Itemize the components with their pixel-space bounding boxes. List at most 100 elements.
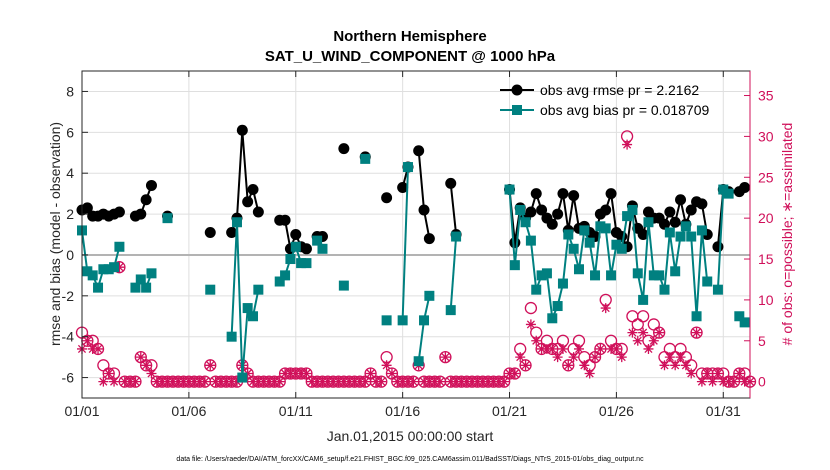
- obs-assimilated-marker: [451, 376, 462, 387]
- obs-assimilated-marker: [670, 360, 681, 371]
- obs-assimilated-marker: [445, 376, 456, 387]
- axis-ticks: 01/01 01/06 01/11 01/16 01/21 01/26 01/31 -6 -4 -…: [62, 71, 774, 419]
- y-right-tick-label: 5: [758, 333, 766, 349]
- bias-point: [579, 225, 590, 236]
- obs-assimilated-marker: [429, 376, 440, 387]
- bias-point: [402, 162, 413, 173]
- obs-assimilated-marker: [488, 376, 499, 387]
- obs-assimilated-marker: [440, 352, 451, 363]
- x-axis-label: Jan.01,2015 00:00:00 start: [327, 428, 494, 444]
- series-layer: [76, 124, 751, 383]
- rmse-point: [140, 194, 152, 206]
- bias-line-segment: [449, 236, 458, 311]
- obs-assimilated-marker: [189, 376, 200, 387]
- obs-assimilated-marker: [317, 376, 328, 387]
- obs-assimilated-marker: [648, 335, 659, 346]
- rmse-point: [247, 184, 259, 196]
- bias-point: [723, 188, 734, 199]
- rmse-point: [530, 188, 542, 200]
- bias-point: [718, 184, 729, 195]
- obs-assimilated-marker: [242, 368, 253, 379]
- rmse-point: [242, 196, 254, 208]
- bias-point: [445, 305, 456, 316]
- bias-line-segment: [401, 167, 409, 321]
- bias-point: [600, 223, 611, 234]
- rmse-point: [300, 243, 312, 255]
- obs-assimilated-marker: [547, 343, 558, 354]
- obs-assimilated-marker: [557, 343, 568, 354]
- y-right-tick-label: 35: [758, 88, 774, 104]
- obs-assimilated-marker: [595, 343, 606, 354]
- rmse-point: [290, 229, 302, 240]
- obs-assimilated-marker: [392, 376, 403, 387]
- bias-point: [109, 262, 120, 273]
- obs-assimilated-marker: [472, 376, 483, 387]
- x-tick-label: 01/11: [279, 403, 313, 419]
- rmse-point: [113, 206, 125, 218]
- obs-assimilated-marker: [499, 376, 510, 387]
- y-tick-label: 8: [66, 83, 74, 99]
- legend-rmse-marker: [511, 84, 523, 96]
- rmse-point: [685, 204, 697, 216]
- obs-assimilated-marker: [333, 376, 344, 387]
- obs-assimilated-marker: [119, 376, 130, 387]
- obs-assimilated-marker: [274, 376, 285, 387]
- obs-assimilated-marker: [616, 352, 627, 363]
- obs-assimilated-marker: [82, 335, 93, 346]
- rmse-point: [658, 218, 670, 230]
- obs-possible-marker: [733, 367, 746, 380]
- bias-point: [541, 268, 552, 279]
- obs-possible-marker: [653, 326, 666, 339]
- obs-assimilated-marker: [349, 376, 360, 387]
- obs-assimilated-marker: [696, 376, 707, 387]
- bias-point: [397, 315, 408, 326]
- bias-point: [627, 204, 638, 215]
- obs-assimilated-marker: [456, 376, 467, 387]
- rmse-point: [381, 192, 393, 204]
- rmse-point: [536, 204, 548, 216]
- rmse-point: [418, 204, 430, 216]
- obs-assimilated-marker: [87, 343, 98, 354]
- obs-assimilated-marker: [167, 376, 178, 387]
- bias-point: [702, 276, 713, 287]
- bias-point: [130, 282, 141, 293]
- y-tick-label: -2: [62, 288, 75, 304]
- rmse-point: [423, 233, 435, 245]
- obs-assimilated-marker: [215, 376, 226, 387]
- rmse-point: [712, 241, 724, 253]
- bias-point: [622, 211, 633, 222]
- bias-point: [87, 270, 98, 281]
- bias-point: [531, 284, 542, 295]
- bias-point: [290, 241, 301, 252]
- obs-assimilated-marker: [231, 376, 242, 387]
- bias-point: [141, 282, 152, 293]
- obs-assimilated-marker: [135, 352, 146, 363]
- obs-assimilated-marker: [210, 376, 221, 387]
- obs-possible-marker: [102, 367, 115, 380]
- rmse-point: [204, 226, 216, 238]
- obs-assimilated-marker: [306, 376, 317, 387]
- y-right-tick-label: 0: [758, 374, 766, 390]
- obs-assimilated-marker: [606, 343, 617, 354]
- obs-possible-marker: [690, 326, 703, 339]
- rmse-point: [552, 208, 564, 220]
- bias-point: [82, 266, 93, 277]
- obs-assimilated-marker: [93, 343, 104, 354]
- rmse-point: [568, 190, 580, 202]
- obs-assimilated-marker: [338, 376, 349, 387]
- obs-assimilated-marker: [573, 343, 584, 354]
- bias-point: [296, 258, 307, 269]
- bias-point: [381, 315, 392, 326]
- x-tick-label: 01/31: [706, 403, 741, 419]
- y-right-tick-label: 10: [758, 292, 774, 308]
- bias-point: [632, 268, 643, 279]
- bias-point: [557, 278, 568, 289]
- obs-assimilated-marker: [723, 376, 734, 387]
- rmse-point: [413, 145, 425, 157]
- bias-point: [146, 268, 157, 279]
- y-tick-label: 4: [66, 165, 74, 181]
- legend: obs avg rmse pr = 2.2162 obs avg bias pr…: [500, 82, 710, 118]
- bias-point: [670, 266, 681, 277]
- obs-assimilated-marker: [461, 376, 472, 387]
- rmse-point: [445, 177, 457, 189]
